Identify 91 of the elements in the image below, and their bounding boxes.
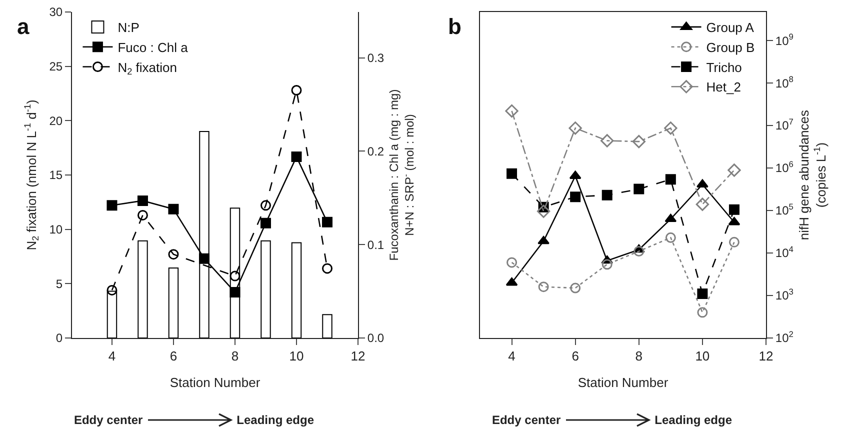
x-tick-label: 12 <box>758 348 774 364</box>
y-tick-label: 20 <box>49 114 63 128</box>
point <box>506 277 518 286</box>
point <box>696 198 710 211</box>
x-tick-label: 4 <box>508 348 516 364</box>
point <box>230 270 240 282</box>
text: Leading edge <box>654 413 732 427</box>
bar <box>138 240 148 338</box>
bar <box>168 267 179 338</box>
y2-tick-label: 0.3 <box>367 50 384 65</box>
point <box>506 168 518 179</box>
x-tick-label: 12 <box>350 348 366 364</box>
text: Leading edge <box>236 413 314 427</box>
point <box>168 249 179 260</box>
point <box>728 164 741 177</box>
legend-label: Tricho <box>706 60 742 75</box>
point <box>106 284 118 296</box>
point <box>728 204 740 215</box>
point <box>260 200 271 211</box>
point <box>137 195 148 206</box>
point <box>600 134 614 148</box>
point <box>697 307 708 318</box>
point <box>230 286 240 298</box>
point <box>728 236 740 248</box>
point <box>665 174 676 185</box>
point <box>137 210 148 220</box>
point <box>570 192 581 202</box>
point <box>322 263 332 274</box>
point <box>260 218 271 228</box>
point <box>602 259 612 270</box>
y-tick-label: 10$^{6}$ <box>775 159 794 176</box>
legend-label: N$_{2}$ fixation <box>118 60 177 77</box>
y2-tick-label: 0.1 <box>367 238 384 252</box>
point <box>570 282 581 294</box>
y-tick-label: 10$^{5}$ <box>775 202 794 218</box>
chart-title: a <box>17 14 30 39</box>
chart-title: b <box>448 14 462 39</box>
x-tick-label: 10 <box>695 348 710 364</box>
y-tick-label: 10$^{8}$ <box>775 74 794 90</box>
point <box>632 134 646 148</box>
y-tick-label: 25 <box>49 60 63 74</box>
point <box>538 236 550 244</box>
legend-label: Fuco : Chl a <box>118 40 189 55</box>
x-tick-label: 6 <box>170 348 178 364</box>
point <box>634 246 644 257</box>
text: Eddy center <box>74 413 143 427</box>
x-tick-label: 8 <box>231 348 239 364</box>
y2-tick-label: 0.2 <box>367 144 384 158</box>
legend-label: Group B <box>706 40 755 55</box>
point <box>697 288 708 299</box>
point <box>505 104 518 118</box>
x-axis-title: Station Number <box>578 375 669 390</box>
y-tick-label: 10$^{4}$ <box>775 244 794 260</box>
x-axis-title: Station Number <box>170 375 261 390</box>
point <box>322 216 332 228</box>
y-tick-label: 10$^{3}$ <box>775 286 794 303</box>
y-tick-label: 10$^{7}$ <box>775 116 794 133</box>
point <box>506 257 518 268</box>
point <box>198 253 210 264</box>
x-tick-label: 6 <box>572 348 579 364</box>
y-tick-label: 15 <box>49 168 63 182</box>
bar <box>260 240 271 338</box>
y-tick-label: 0 <box>56 331 63 346</box>
point <box>291 84 302 96</box>
legend-label: N:P <box>118 20 140 36</box>
legend-label: Het_2 <box>706 80 741 95</box>
point <box>168 204 179 214</box>
point <box>568 122 582 135</box>
point <box>665 232 676 243</box>
point <box>536 204 550 218</box>
x-tick-label: 8 <box>635 348 643 364</box>
x-tick-label: 4 <box>108 348 116 364</box>
bar <box>322 314 332 338</box>
y-tick-label: 10$^{2}$ <box>775 329 794 346</box>
point <box>106 200 118 211</box>
y-tick-label: 5 <box>56 276 63 291</box>
point <box>634 184 644 194</box>
y-tick-label: 10 <box>49 222 63 237</box>
y2-tick-label: 0.0 <box>367 331 384 346</box>
point <box>291 152 302 162</box>
legend-label: Group A <box>706 20 754 36</box>
point <box>664 122 678 135</box>
y-tick-label: 30 <box>49 5 63 20</box>
point <box>728 216 740 226</box>
bar <box>291 242 302 338</box>
text: Eddy center <box>492 413 561 427</box>
point <box>538 282 549 292</box>
y-tick-label: 10$^{9}$ <box>775 32 794 48</box>
point <box>664 214 677 222</box>
point <box>602 190 612 200</box>
x-tick-label: 10 <box>289 348 304 364</box>
